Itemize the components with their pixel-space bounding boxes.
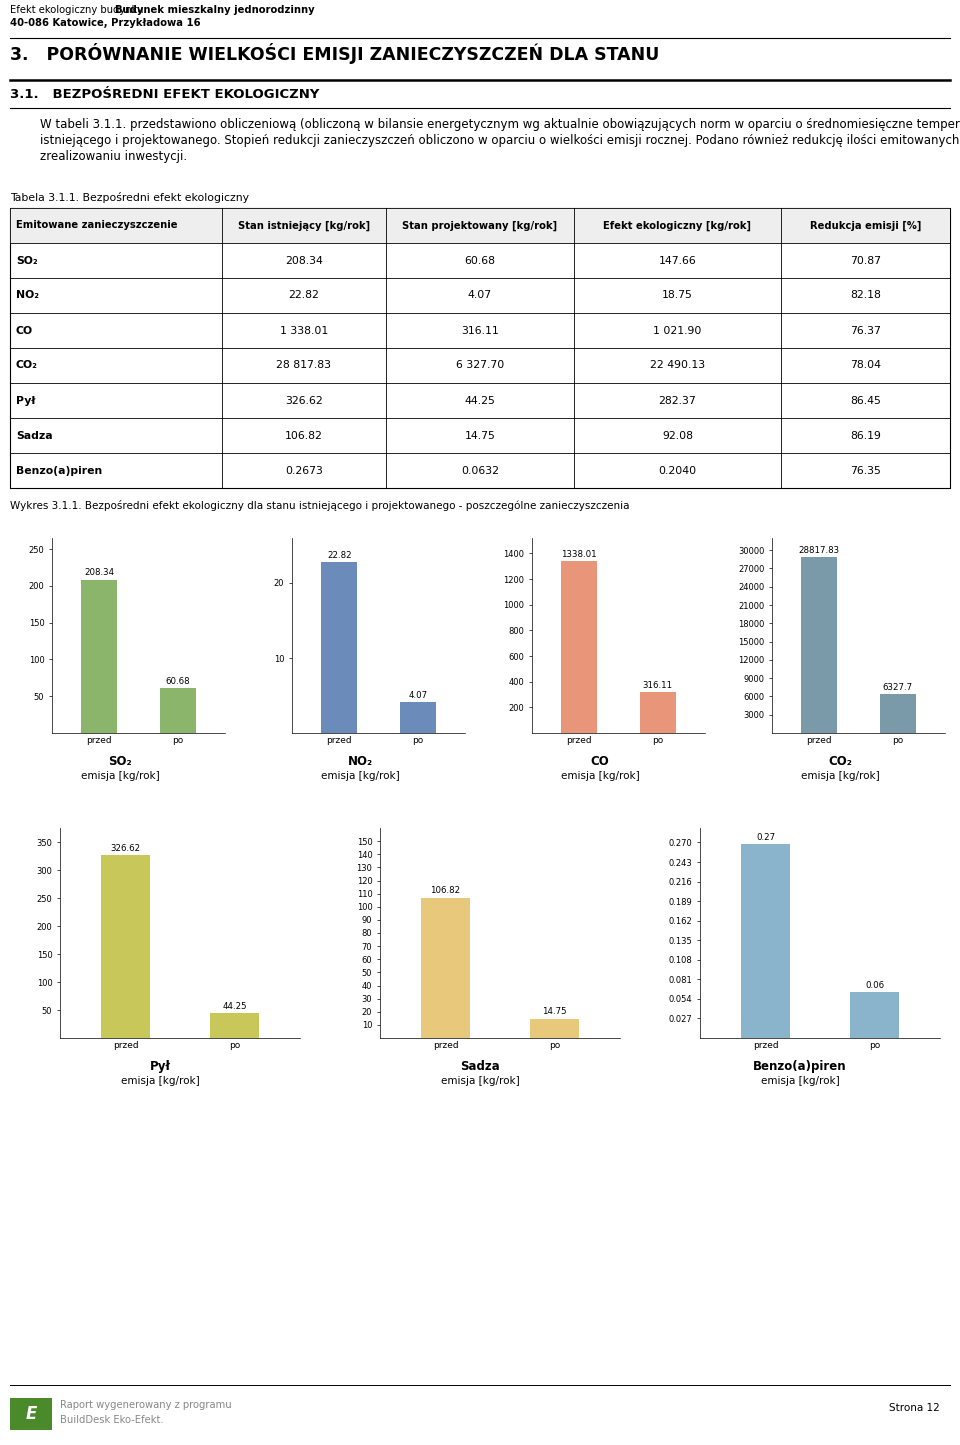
Text: Emitowane zanieczyszczenie: Emitowane zanieczyszczenie (16, 221, 178, 231)
Text: 22 490.13: 22 490.13 (650, 360, 705, 370)
Text: emisja [kg/rok]: emisja [kg/rok] (801, 772, 879, 780)
Text: Sadza: Sadza (460, 1061, 500, 1074)
Text: 3.   PORÓWNANIE WIELKOŚCI EMISJI ZANIECZYSZCZEŃ DLA STANU: 3. PORÓWNANIE WIELKOŚCI EMISJI ZANIECZYS… (10, 43, 660, 64)
Text: 326.62: 326.62 (110, 844, 140, 853)
Text: emisja [kg/rok]: emisja [kg/rok] (321, 772, 399, 780)
Text: W tabeli 3.1.1. przedstawiono obliczeniową (obliczoną w bilansie energetycznym w: W tabeli 3.1.1. przedstawiono obliczenio… (40, 118, 960, 131)
Text: Pył: Pył (16, 396, 36, 406)
Text: emisja [kg/rok]: emisja [kg/rok] (561, 772, 639, 780)
Text: 282.37: 282.37 (659, 396, 696, 406)
Text: emisja [kg/rok]: emisja [kg/rok] (121, 1077, 200, 1087)
Text: 4.07: 4.07 (468, 290, 492, 301)
Text: 0.0632: 0.0632 (461, 465, 499, 475)
Text: SO₂: SO₂ (108, 754, 132, 767)
Bar (880, 695, 916, 733)
Text: 3.1.   BEZPOŚREDNI EFEKT EKOLOGICZNY: 3.1. BEZPOŚREDNI EFEKT EKOLOGICZNY (10, 88, 320, 101)
Text: 208.34: 208.34 (84, 568, 114, 578)
Text: 147.66: 147.66 (659, 256, 696, 266)
Bar (802, 558, 837, 733)
Text: Pył: Pył (150, 1061, 171, 1074)
Text: 316.11: 316.11 (643, 681, 673, 691)
Text: zrealizowaniu inwestycji.: zrealizowaniu inwestycji. (40, 150, 187, 163)
Bar (850, 993, 900, 1038)
Text: 70.87: 70.87 (850, 256, 881, 266)
Text: Sadza: Sadza (16, 431, 53, 441)
Text: 18.75: 18.75 (662, 290, 693, 301)
Text: 4.07: 4.07 (408, 691, 427, 701)
Text: 60.68: 60.68 (165, 678, 190, 686)
Text: 106.82: 106.82 (285, 431, 323, 441)
Bar (741, 844, 790, 1038)
Text: 82.18: 82.18 (850, 290, 881, 301)
Bar (400, 702, 436, 733)
Text: Wykres 3.1.1. Bezpośredni efekt ekologiczny dla stanu istniejącego i projektowan: Wykres 3.1.1. Bezpośredni efekt ekologic… (10, 500, 630, 512)
Text: 6 327.70: 6 327.70 (456, 360, 504, 370)
Text: 76.35: 76.35 (850, 465, 881, 475)
Text: 0.2040: 0.2040 (659, 465, 696, 475)
Text: Benzo(a)piren: Benzo(a)piren (16, 465, 103, 475)
Text: Stan projektowany [kg/rok]: Stan projektowany [kg/rok] (402, 221, 558, 231)
Bar (530, 1019, 579, 1038)
Text: Stan istniejący [kg/rok]: Stan istniejący [kg/rok] (238, 221, 370, 231)
Text: NO₂: NO₂ (348, 754, 372, 767)
Text: NO₂: NO₂ (16, 290, 39, 301)
Text: 1 338.01: 1 338.01 (279, 325, 328, 335)
Text: 326.62: 326.62 (285, 396, 323, 406)
Text: CO₂: CO₂ (16, 360, 37, 370)
Text: CO₂: CO₂ (828, 754, 852, 767)
Text: emisja [kg/rok]: emisja [kg/rok] (81, 772, 159, 780)
Text: 6327.7: 6327.7 (883, 683, 913, 692)
Text: 44.25: 44.25 (222, 1001, 247, 1010)
Text: 28817.83: 28817.83 (799, 546, 840, 555)
Text: 14.75: 14.75 (542, 1007, 566, 1016)
Text: Tabela 3.1.1. Bezpośredni efekt ekologiczny: Tabela 3.1.1. Bezpośredni efekt ekologic… (10, 192, 249, 202)
Text: 86.19: 86.19 (850, 431, 881, 441)
Bar (82, 579, 117, 733)
Text: 0.2673: 0.2673 (285, 465, 323, 475)
Text: 0.27: 0.27 (756, 832, 775, 842)
Text: Budynek mieszkalny jednorodzinny: Budynek mieszkalny jednorodzinny (115, 4, 315, 14)
Text: 1 021.90: 1 021.90 (653, 325, 702, 335)
Text: emisja [kg/rok]: emisja [kg/rok] (441, 1077, 519, 1087)
Text: SO₂: SO₂ (16, 256, 37, 266)
Text: Benzo(a)piren: Benzo(a)piren (754, 1061, 847, 1074)
Bar (322, 562, 357, 733)
Text: 92.08: 92.08 (661, 431, 693, 441)
Text: 60.68: 60.68 (465, 256, 495, 266)
Text: 86.45: 86.45 (850, 396, 881, 406)
Text: 44.25: 44.25 (465, 396, 495, 406)
Text: 316.11: 316.11 (461, 325, 499, 335)
Text: 208.34: 208.34 (285, 256, 323, 266)
Text: 40-086 Katowice, Przykładowa 16: 40-086 Katowice, Przykładowa 16 (10, 17, 201, 27)
Text: Redukcja emisji [%]: Redukcja emisji [%] (809, 221, 921, 231)
Text: 106.82: 106.82 (430, 886, 461, 896)
Text: 14.75: 14.75 (465, 431, 495, 441)
Text: 22.82: 22.82 (326, 551, 351, 559)
Text: CO: CO (16, 325, 34, 335)
Text: Raport wygenerowany z programu: Raport wygenerowany z programu (60, 1400, 231, 1410)
Bar (420, 897, 470, 1038)
Text: E: E (25, 1405, 36, 1423)
Text: 0.06: 0.06 (865, 981, 884, 990)
Text: Strona 12: Strona 12 (889, 1403, 940, 1413)
Text: 22.82: 22.82 (288, 290, 319, 301)
Text: Efekt ekologiczny budynku: Efekt ekologiczny budynku (10, 4, 147, 14)
Text: 28 817.83: 28 817.83 (276, 360, 331, 370)
Bar (160, 688, 196, 733)
Bar (562, 561, 597, 733)
Text: CO: CO (590, 754, 610, 767)
Text: istniejącego i projektowanego. Stopień redukcji zanieczyszczeń obliczono w oparc: istniejącego i projektowanego. Stopień r… (40, 134, 960, 147)
Text: 1338.01: 1338.01 (562, 551, 597, 559)
Text: emisja [kg/rok]: emisja [kg/rok] (760, 1077, 839, 1087)
Text: 76.37: 76.37 (850, 325, 881, 335)
Bar (101, 855, 150, 1038)
Text: BuildDesk Eko-Efekt.: BuildDesk Eko-Efekt. (60, 1415, 163, 1425)
Text: 78.04: 78.04 (850, 360, 881, 370)
Text: Efekt ekologiczny [kg/rok]: Efekt ekologiczny [kg/rok] (604, 221, 752, 231)
Bar (210, 1013, 259, 1038)
Bar (640, 692, 676, 733)
